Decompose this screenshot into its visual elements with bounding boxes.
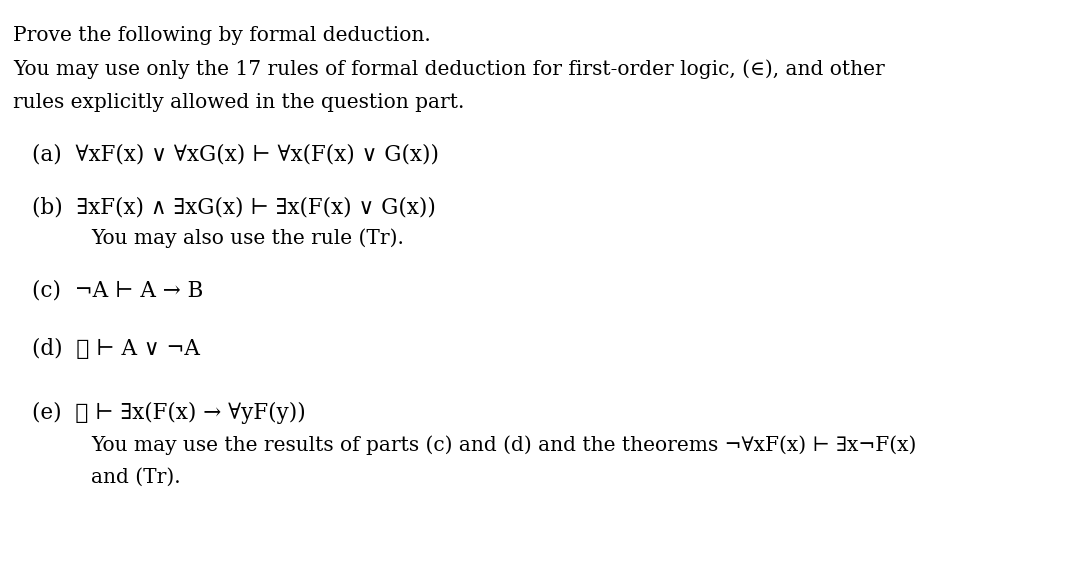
Text: and (Tr).: and (Tr).	[91, 468, 180, 486]
Text: You may also use the rule (Tr).: You may also use the rule (Tr).	[91, 228, 404, 248]
Text: (b)  ∃xF(x) ∧ ∃xG(x) ⊢ ∃x(F(x) ∨ G(x)): (b) ∃xF(x) ∧ ∃xG(x) ⊢ ∃x(F(x) ∨ G(x))	[32, 196, 436, 218]
Text: You may use the results of parts (c) and (d) and the theorems ¬∀xF(x) ⊢ ∃x¬F(x): You may use the results of parts (c) and…	[91, 435, 916, 455]
Text: Prove the following by formal deduction.: Prove the following by formal deduction.	[13, 26, 430, 44]
Text: (e)  ∅ ⊢ ∃x(F(x) → ∀yF(y)): (e) ∅ ⊢ ∃x(F(x) → ∀yF(y))	[32, 402, 305, 424]
Text: (d)  ∅ ⊢ A ∨ ¬A: (d) ∅ ⊢ A ∨ ¬A	[32, 338, 200, 360]
Text: rules explicitly allowed in the question part.: rules explicitly allowed in the question…	[13, 93, 465, 112]
Text: (c)  ¬A ⊢ A → B: (c) ¬A ⊢ A → B	[32, 279, 203, 301]
Text: (a)  ∀xF(x) ∨ ∀xG(x) ⊢ ∀x(F(x) ∨ G(x)): (a) ∀xF(x) ∨ ∀xG(x) ⊢ ∀x(F(x) ∨ G(x))	[32, 144, 439, 166]
Text: You may use only the 17 rules of formal deduction for first-order logic, (∈), an: You may use only the 17 rules of formal …	[13, 59, 884, 79]
